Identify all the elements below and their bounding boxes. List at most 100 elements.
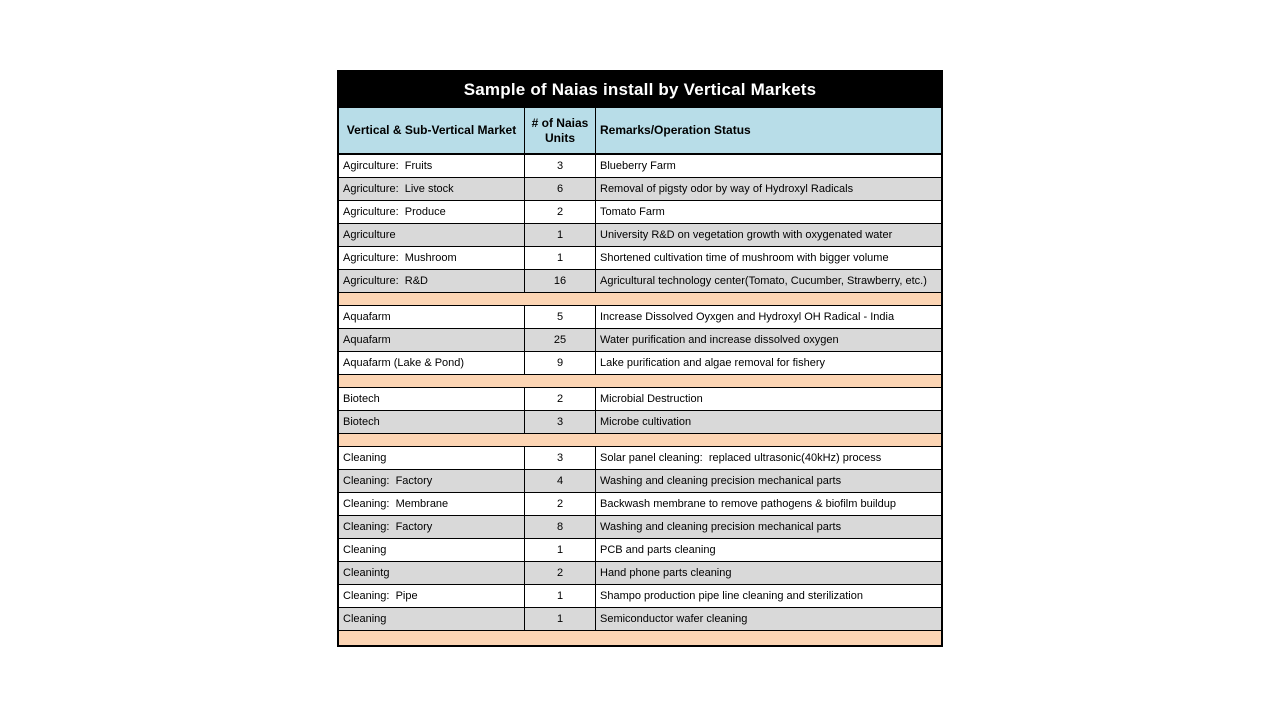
table-row: Agriculture: Produce 2 Tomato Farm [339, 201, 941, 224]
table-header: Vertical & Sub-Vertical Market # of Naia… [339, 108, 941, 155]
table-row: Biotech 3 Microbe cultivation [339, 411, 941, 434]
cell-units: 6 [525, 178, 596, 200]
cell-remarks: Shortened cultivation time of mushroom w… [596, 247, 941, 269]
separator-row [339, 293, 941, 306]
cell-market: Cleanintg [339, 562, 525, 584]
cell-market-text: Agriculture: R&D [343, 274, 428, 287]
cell-market-text: Cleaning: Membrane [343, 497, 449, 510]
table-row: Agirculture: Fruits 3 Blueberry Farm [339, 155, 941, 178]
cell-units-text: 8 [556, 520, 564, 533]
cell-market-text: Agirculture: Fruits [343, 159, 433, 172]
cell-remarks: University R&D on vegetation growth with… [596, 224, 941, 246]
table-row: Cleaning: Factory 8 Washing and cleaning p… [339, 516, 941, 539]
separator-row [339, 631, 941, 645]
cell-remarks: Shampo production pipe line cleaning and… [596, 585, 941, 607]
cell-units-text: 2 [556, 392, 564, 405]
table-row: Cleaning: Factory 4 Washing and cleaning p… [339, 470, 941, 493]
cell-market-text: Biotech [343, 392, 380, 405]
cell-units: 2 [525, 493, 596, 515]
cell-market: Biotech [339, 411, 525, 433]
cell-units: 3 [525, 155, 596, 177]
cell-remarks-text: Semiconductor wafer cleaning [600, 612, 748, 625]
cell-remarks: Semiconductor wafer cleaning [596, 608, 941, 630]
cell-units-text: 2 [556, 205, 564, 218]
column-header-units: # of Naias Units [525, 108, 596, 153]
table-row: Aquafarm 5 Increase Dissolved Oyxgen and H… [339, 306, 941, 329]
cell-units-text: 5 [556, 310, 564, 323]
cell-market-text: Agriculture: Live stock [343, 182, 454, 195]
cell-market-text: Cleaning [343, 543, 387, 556]
cell-units-text: 2 [556, 497, 564, 510]
vertical-markets-table: Sample of Naias install by Vertical Mark… [337, 70, 943, 647]
cell-remarks: Agricultural technology center(Tomato, C… [596, 270, 941, 292]
table-row: Agriculture: Live stock 6 Removal of pigst… [339, 178, 941, 201]
cell-remarks-text: Backwash membrane to remove pathogens & … [600, 497, 896, 510]
cell-units-text: 3 [556, 415, 564, 428]
cell-remarks: Microbe cultivation [596, 411, 941, 433]
cell-remarks-text: Increase Dissolved Oyxgen and Hydroxyl O… [600, 310, 895, 323]
cell-market: Aquafarm [339, 329, 525, 351]
separator-row [339, 434, 941, 447]
cell-units: 25 [525, 329, 596, 351]
cell-remarks: Washing and cleaning precision mechanica… [596, 470, 941, 492]
table-row: Cleaning: Membrane 2 Backwash membrane to … [339, 493, 941, 516]
cell-remarks-text: PCB and parts cleaning [600, 543, 716, 556]
cell-units-text: 9 [556, 356, 564, 369]
cell-remarks: Washing and cleaning precision mechanica… [596, 516, 941, 538]
cell-market: Cleaning [339, 539, 525, 561]
cell-units-text: 16 [553, 274, 567, 287]
table-row: Aquafarm (Lake & Pond) 9 Lake purification… [339, 352, 941, 375]
cell-remarks: Blueberry Farm [596, 155, 941, 177]
cell-market: Agriculture: R&D [339, 270, 525, 292]
separator-row [339, 375, 941, 388]
cell-units: 5 [525, 306, 596, 328]
cell-market-text: Agriculture: Produce [343, 205, 446, 218]
table-row: Cleanintg 2 Hand phone parts cleaning [339, 562, 941, 585]
cell-remarks-text: Hand phone parts cleaning [600, 566, 732, 579]
cell-units-text: 1 [556, 589, 564, 602]
cell-remarks-text: Water purification and increase dissolve… [600, 333, 839, 346]
column-header-units-label: # of Naias Units [531, 115, 592, 145]
cell-units-text: 1 [556, 612, 564, 625]
cell-market-text: Aquafarm [343, 333, 391, 346]
cell-units-text: 3 [556, 159, 564, 172]
column-header-remarks-label: Remarks/Operation Status [600, 123, 751, 137]
cell-market: Cleaning: Factory [339, 516, 525, 538]
cell-remarks-text: Washing and cleaning precision mechanica… [600, 520, 842, 533]
cell-remarks-text: Shortened cultivation time of mushroom w… [600, 251, 889, 264]
cell-remarks: Tomato Farm [596, 201, 941, 223]
cell-market: Cleaning: Pipe [339, 585, 525, 607]
cell-market-text: Cleaning [343, 451, 387, 464]
cell-remarks-text: Tomato Farm [600, 205, 665, 218]
cell-market-text: Aquafarm (Lake & Pond) [343, 356, 465, 369]
table-row: Aquafarm 25 Water purification and increas… [339, 329, 941, 352]
cell-remarks: Solar panel cleaning: replaced ultrasoni… [596, 447, 941, 469]
cell-market: Biotech [339, 388, 525, 410]
cell-units: 4 [525, 470, 596, 492]
cell-remarks-text: Shampo production pipe line cleaning and… [600, 589, 863, 602]
cell-units: 3 [525, 411, 596, 433]
cell-units: 9 [525, 352, 596, 374]
cell-remarks-text: Removal of pigsty odor by way of Hydroxy… [600, 182, 854, 195]
table-row: Cleaning 3 Solar panel cleaning: replaced … [339, 447, 941, 470]
cell-units: 2 [525, 201, 596, 223]
cell-units-text: 2 [556, 566, 564, 579]
cell-units-text: 1 [556, 251, 564, 264]
cell-units-text: 1 [556, 228, 564, 241]
cell-units: 3 [525, 447, 596, 469]
column-header-market: Vertical & Sub-Vertical Market [339, 108, 525, 153]
cell-market-text: Cleaning: Factory [343, 474, 433, 487]
table-body: Agirculture: Fruits 3 Blueberry Farm Agricu… [339, 155, 941, 645]
cell-units-text: 25 [553, 333, 567, 346]
cell-market-text: Aquafarm [343, 310, 391, 323]
cell-units: 1 [525, 608, 596, 630]
table-row: Biotech 2 Microbial Destruction [339, 388, 941, 411]
cell-remarks: Water purification and increase dissolve… [596, 329, 941, 351]
cell-units-text: 3 [556, 451, 564, 464]
cell-units: 1 [525, 539, 596, 561]
cell-market: Agirculture: Fruits [339, 155, 525, 177]
cell-remarks: Increase Dissolved Oyxgen and Hydroxyl O… [596, 306, 941, 328]
cell-remarks-text: Microbe cultivation [600, 415, 692, 428]
table-row: Cleaning 1 Semiconductor wafer cleaning [339, 608, 941, 631]
table-row: Cleaning 1 PCB and parts cleaning [339, 539, 941, 562]
